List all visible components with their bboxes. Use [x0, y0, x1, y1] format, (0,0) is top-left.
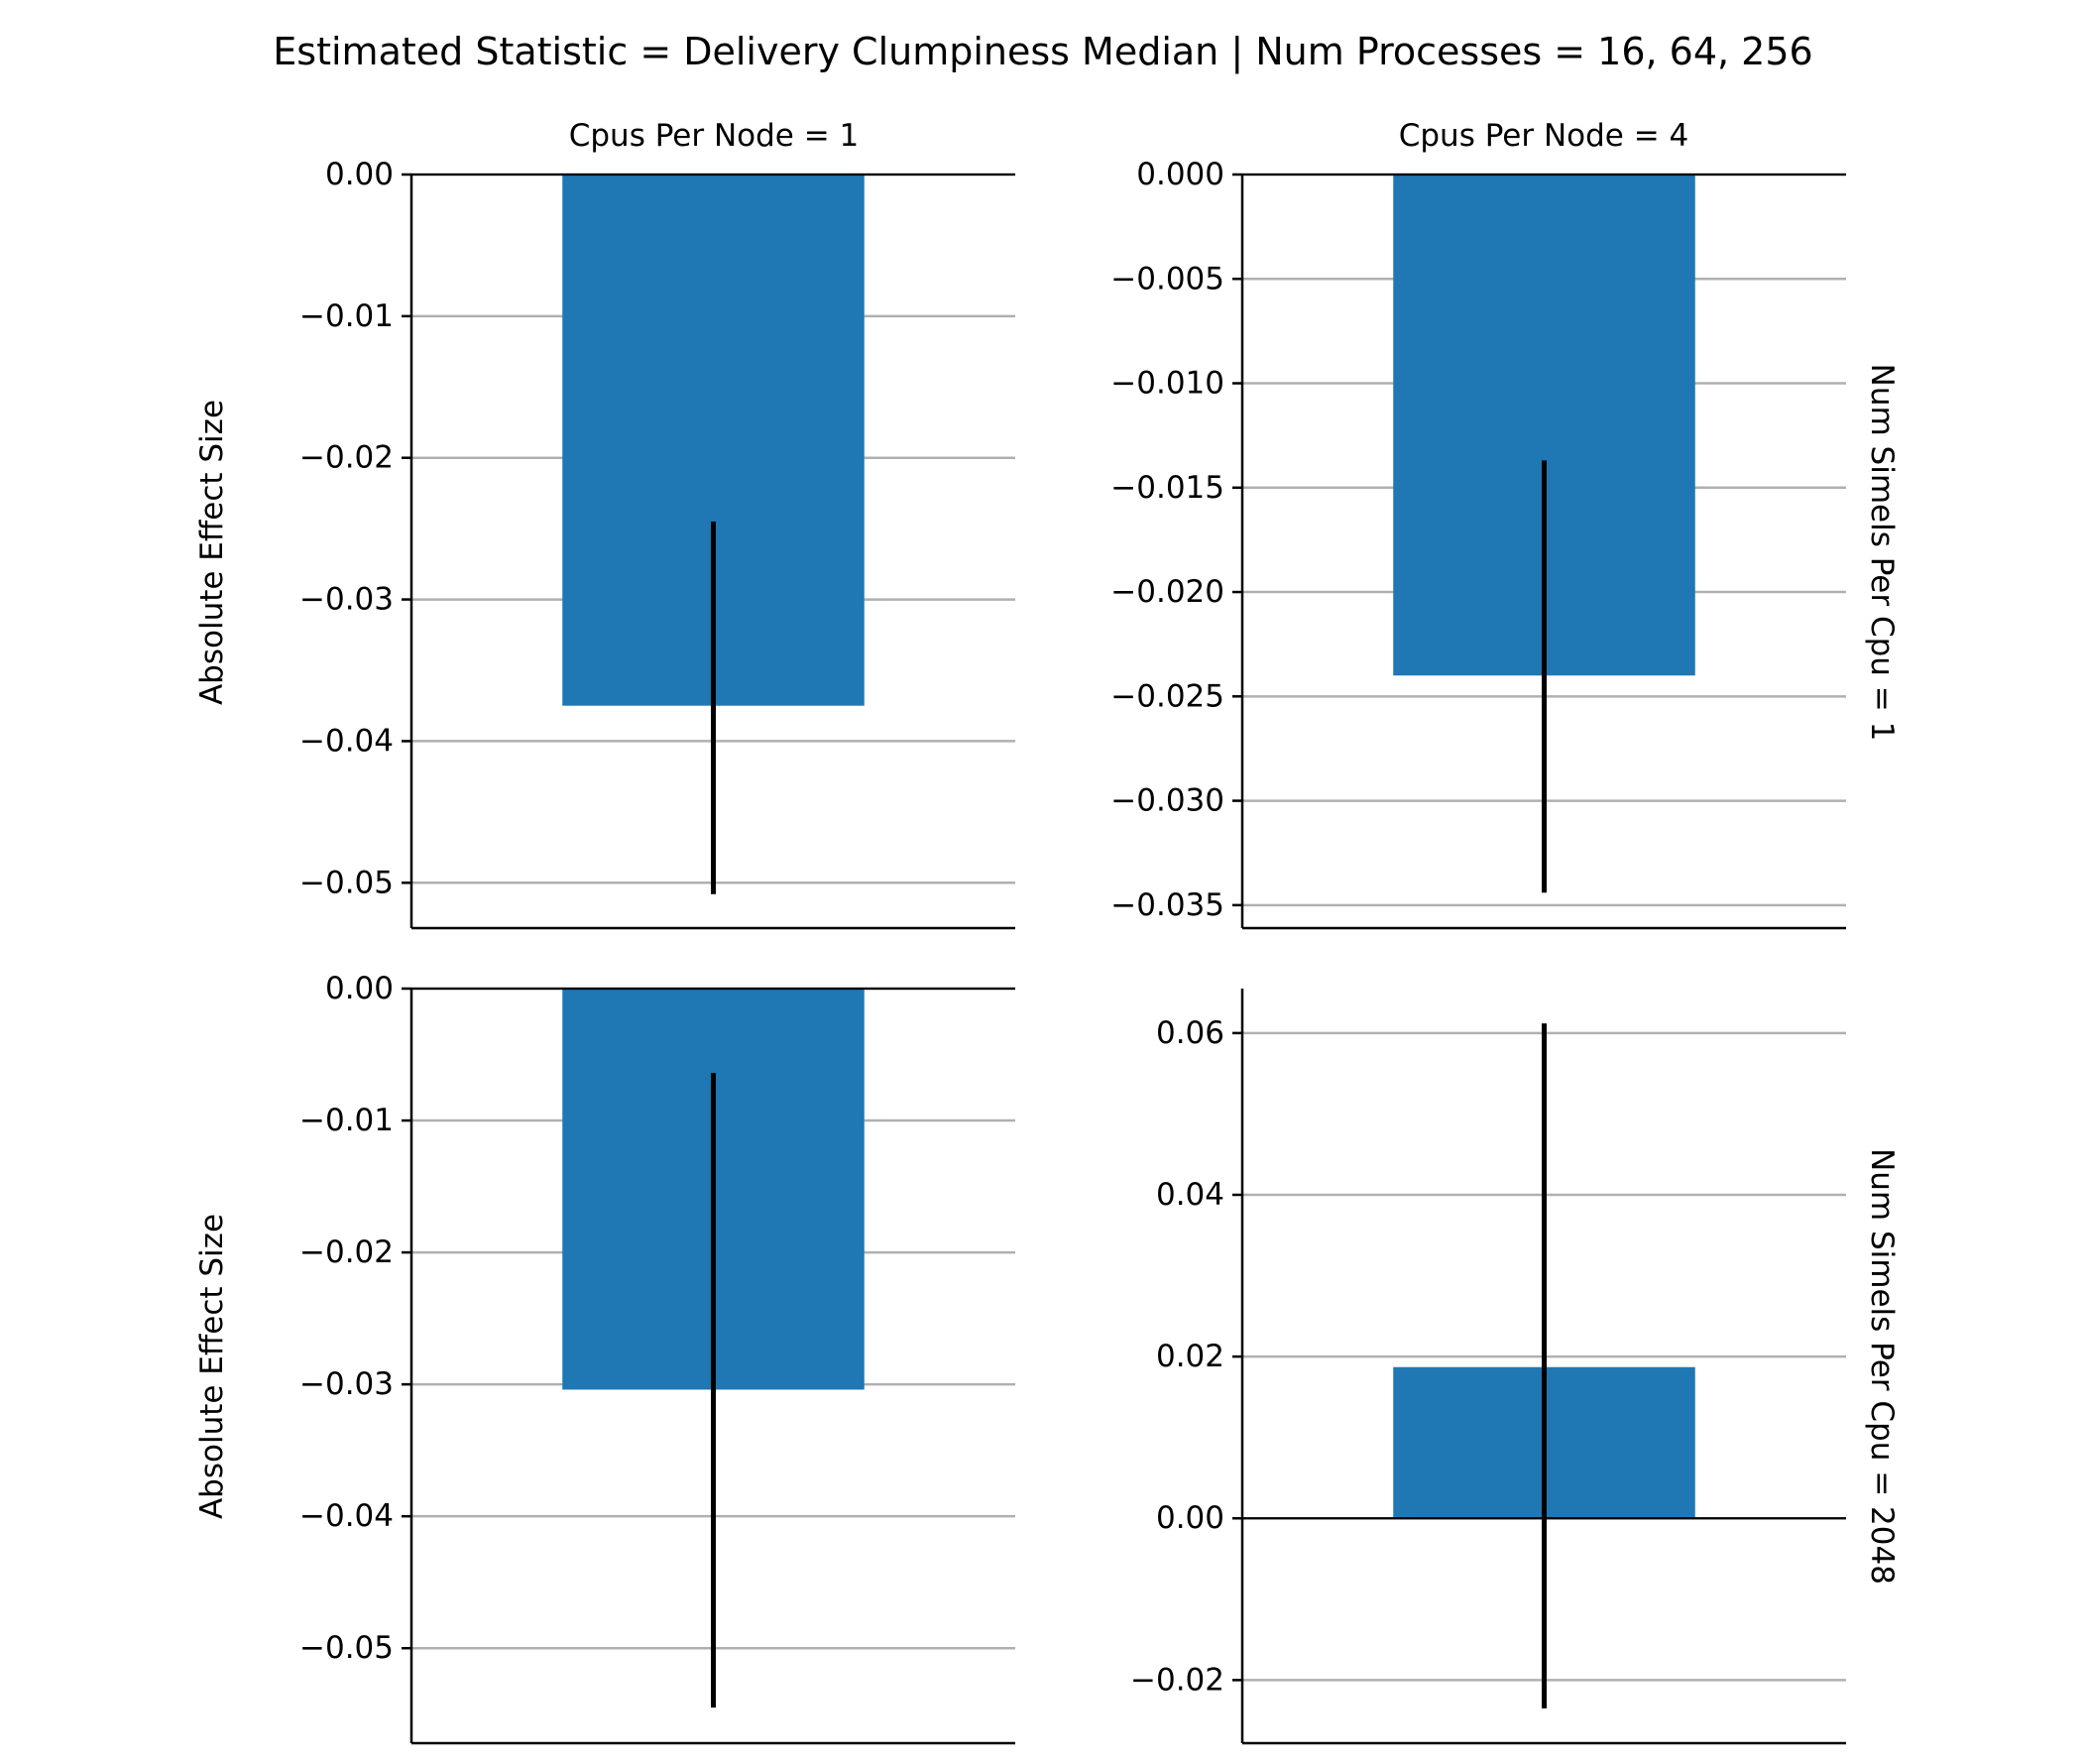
- y-tick-label: −0.015: [1110, 470, 1224, 506]
- y-tick-label: 0.00: [325, 971, 394, 1006]
- y-tick-label: 0.06: [1156, 1015, 1224, 1051]
- y-tick-label: −0.01: [299, 1103, 394, 1138]
- y-tick-label: −0.04: [299, 723, 394, 759]
- y-axis-label: Absolute Effect Size: [194, 1214, 230, 1519]
- figure-title: Estimated Statistic = Delivery Clumpines…: [273, 30, 1812, 74]
- y-tick-label: 0.02: [1156, 1339, 1224, 1374]
- y-tick-label: −0.025: [1110, 678, 1224, 714]
- panel-bottom-right: Num Simels Per Cpu = 2048 0.060.040.020.…: [1130, 989, 1900, 1745]
- y-tick-label: −0.05: [299, 1630, 394, 1666]
- y-tick-label: −0.05: [299, 865, 394, 900]
- y-tick-label: 0.000: [1136, 157, 1224, 192]
- y-tick-label: −0.02: [1130, 1662, 1224, 1698]
- y-tick-label: −0.010: [1110, 366, 1224, 402]
- plot-area: 0.00 −0.01 −0.02 −0.03 −0.04 −0.05: [299, 971, 1015, 1745]
- panel-top-right: Cpus Per Node = 4 Num Simels Per Cpu = 1…: [1110, 118, 1900, 930]
- row-label: Num Simels Per Cpu = 1: [1864, 364, 1900, 742]
- y-tick-label: −0.02: [299, 440, 394, 476]
- y-tick-label: −0.005: [1110, 261, 1224, 296]
- y-tick-label: 0.00: [1156, 1500, 1224, 1536]
- y-tick-label: −0.03: [299, 1366, 394, 1402]
- y-axis-label: Absolute Effect Size: [194, 400, 230, 705]
- panel-bottom-left: Absolute Effect Size 0.00 −0.01 −0.02 −0.03…: [194, 971, 1015, 1745]
- panel-top-left: Cpus Per Node = 1 Absolute Effect Size 0…: [194, 118, 1015, 930]
- plot-area: 0.00 −0.01 −0.02 −0.03 −0.04 −0.05: [299, 157, 1015, 930]
- column-title: Cpus Per Node = 4: [1399, 118, 1689, 154]
- plot-area: 0.06 0.04 0.02 0.00 −0.02: [1130, 989, 1846, 1745]
- y-tick-label: −0.02: [299, 1235, 394, 1270]
- y-tick-label: −0.035: [1110, 887, 1224, 923]
- y-tick-label: −0.01: [299, 298, 394, 334]
- y-tick-label: −0.04: [299, 1498, 394, 1534]
- y-tick-label: −0.03: [299, 582, 394, 618]
- y-tick-label: 0.00: [325, 157, 394, 192]
- y-tick-label: −0.030: [1110, 783, 1224, 819]
- y-tick-label: 0.04: [1156, 1177, 1224, 1213]
- row-label: Num Simels Per Cpu = 2048: [1864, 1148, 1900, 1585]
- plot-area: 0.000 −0.005 −0.010 −0.015 −0.020 −0.025 −0.03…: [1110, 157, 1846, 930]
- column-title: Cpus Per Node = 1: [569, 118, 860, 154]
- y-tick-label: −0.020: [1110, 574, 1224, 610]
